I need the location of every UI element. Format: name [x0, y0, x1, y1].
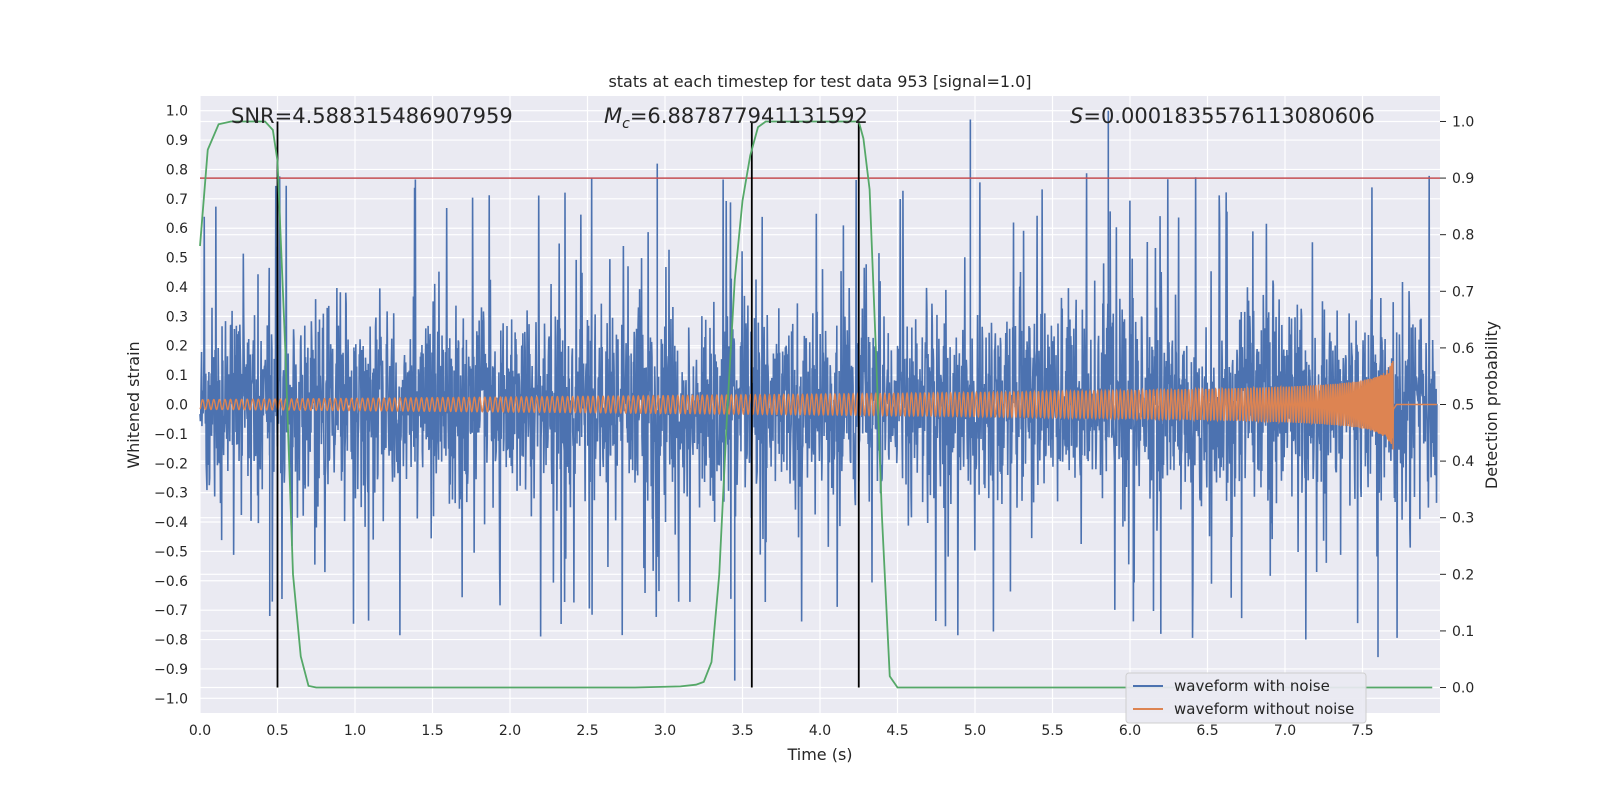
y-axis-label: Whitened strain [124, 341, 143, 468]
x-tick-label: 1.0 [344, 723, 366, 739]
x-tick-label: 3.5 [731, 723, 753, 739]
y-tick-label: 0.7 [166, 192, 188, 208]
y2-tick-label: 0.7 [1452, 284, 1474, 300]
x-tick-label: 2.0 [499, 723, 521, 739]
series-waveform-without-noise [199, 361, 1437, 450]
legend-label-clean: waveform without noise [1174, 700, 1354, 718]
y-tick-label: −0.6 [154, 574, 188, 590]
legend-box [1125, 672, 1367, 724]
snr-annotation: SNR=4.588315486907959 [231, 104, 513, 128]
y2-tick-label: 0.3 [1452, 511, 1474, 527]
y-tick-label: −0.1 [154, 427, 188, 443]
y2-tick-label: 0.1 [1452, 624, 1474, 640]
y-tick-label: −0.3 [154, 486, 188, 502]
y-tick-label: 0.1 [166, 368, 188, 384]
y-tick-label: −0.8 [154, 633, 188, 649]
y-axis-ticks: 1.0 0.9 0.8 0.7 0.6 0.5 0.4 0.3 0.2 0.1 0.0 −0.1 −0.… [154, 104, 188, 708]
series-detection-probability [199, 120, 1433, 689]
x-tick-label: 6.0 [1119, 723, 1141, 739]
y-tick-label: 0.6 [166, 221, 188, 237]
y-tick-label: −0.5 [154, 544, 188, 560]
y-tick-label: 0.4 [166, 280, 188, 296]
y2-tick-label: 0.9 [1452, 171, 1474, 187]
s-symbol: S [1070, 104, 1083, 128]
y-tick-label: −1.0 [154, 691, 188, 707]
y-tick-label: −0.4 [154, 515, 188, 531]
legend: waveform with noise waveform without noi… [1125, 672, 1367, 724]
y-tick-label: 0.9 [166, 133, 188, 149]
legend-label-noise: waveform with noise [1174, 677, 1330, 695]
y-tick-label: 0.0 [166, 398, 188, 414]
x-tick-label: 0.0 [189, 723, 211, 739]
x-tick-label: 1.5 [421, 723, 443, 739]
x-tick-label: 5.5 [1041, 723, 1063, 739]
y2-tick-label: 0.2 [1452, 567, 1474, 583]
probability-trace [199, 120, 1433, 689]
y2-tick-label: 0.8 [1452, 228, 1474, 244]
y2-tick-label: 0.4 [1452, 454, 1474, 470]
mc-symbol: M [604, 104, 622, 128]
x-axis-ticks: 0.0 0.5 1.0 1.5 2.0 2.5 3.0 3.5 4.0 4.5 5.0 5.5 6.0 6… [189, 723, 1374, 739]
y-tick-label: 0.3 [166, 309, 188, 325]
chirp-mass-annotation: Mc=6.887877941131592 [604, 104, 868, 132]
y2-tick-label: 0.0 [1452, 681, 1474, 697]
detection-vlines [276, 121, 860, 688]
y2-tick-label: 0.5 [1452, 398, 1474, 414]
y-tick-label: 0.2 [166, 339, 188, 355]
y2-axis-label: Detection probability [1482, 321, 1501, 489]
x-tick-label: 4.5 [886, 723, 908, 739]
x-tick-label: 5.0 [964, 723, 986, 739]
s-annotation: S=0.0001835576113080606 [1070, 104, 1375, 128]
x-tick-label: 6.5 [1196, 723, 1218, 739]
y2-tick-label: 0.6 [1452, 341, 1474, 357]
y-tick-label: 0.8 [166, 162, 188, 178]
series-waveform-with-noise [199, 110, 1438, 681]
y-tick-label: 1.0 [166, 104, 188, 120]
y-tick-label: −0.2 [154, 456, 188, 472]
x-tick-label: 3.0 [654, 723, 676, 739]
x-tick-label: 7.0 [1274, 723, 1296, 739]
x-tick-label: 7.5 [1351, 723, 1373, 739]
noise-trace [199, 110, 1438, 681]
y-tick-label: −0.9 [154, 662, 188, 678]
y2-axis-ticks: 1.0 0.9 0.8 0.7 0.6 0.5 0.4 0.3 0.2 0.1 0.0 [1440, 114, 1474, 697]
s-value: =0.0001835576113080606 [1083, 104, 1375, 128]
chirp-trace [199, 361, 1437, 450]
y2-tick-label: 1.0 [1452, 114, 1474, 130]
mc-subscript: c [622, 116, 630, 132]
chart-title: stats at each timestep for test data 953… [608, 72, 1031, 91]
x-tick-label: 2.5 [576, 723, 598, 739]
x-tick-label: 4.0 [809, 723, 831, 739]
y-tick-label: −0.7 [154, 603, 188, 619]
x-tick-label: 0.5 [266, 723, 288, 739]
mc-value: =6.887877941131592 [630, 104, 868, 128]
y-tick-label: 0.5 [166, 251, 188, 267]
x-axis-label: Time (s) [786, 745, 852, 764]
